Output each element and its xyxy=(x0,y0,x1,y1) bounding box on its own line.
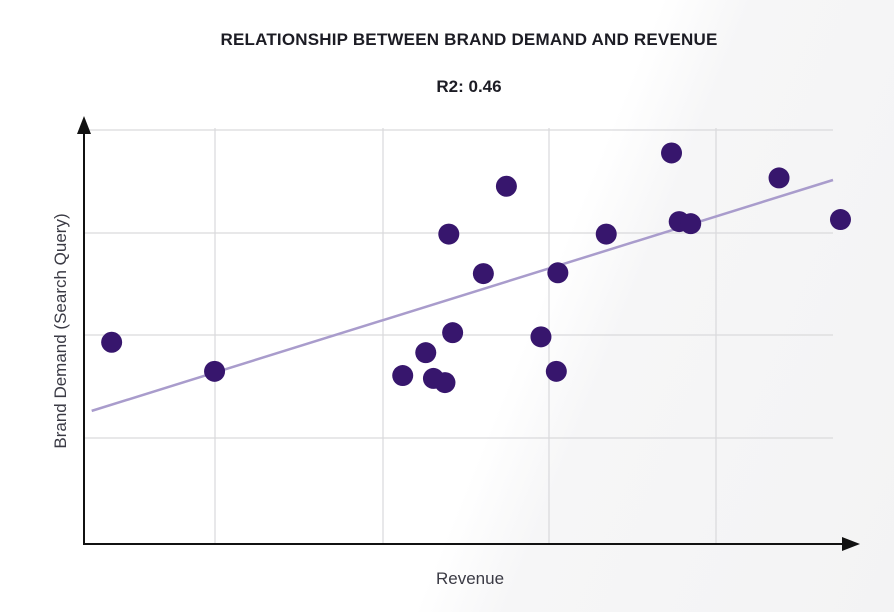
data-point xyxy=(768,167,790,189)
data-point xyxy=(442,322,464,344)
trend-line xyxy=(91,178,834,413)
data-point xyxy=(661,142,683,164)
data-point xyxy=(101,331,123,353)
data-point xyxy=(472,263,494,285)
data-point xyxy=(438,223,460,245)
chart-title: RELATIONSHIP BETWEEN BRAND DEMAND AND RE… xyxy=(220,30,718,49)
axes xyxy=(77,116,860,551)
data-point xyxy=(204,360,226,382)
data-point xyxy=(547,262,569,284)
data-point xyxy=(680,213,702,235)
x-axis-arrow xyxy=(842,537,860,551)
chart-subtitle: R2: 0.46 xyxy=(436,77,502,96)
data-point xyxy=(595,223,617,245)
data-point xyxy=(434,372,456,394)
data-point xyxy=(545,360,567,382)
data-point xyxy=(415,342,437,364)
y-axis-label: Brand Demand (Search Query) xyxy=(51,213,70,448)
x-axis-label: Revenue xyxy=(436,569,504,588)
data-point xyxy=(530,326,552,348)
y-axis-arrow xyxy=(77,116,91,134)
data-point xyxy=(495,175,517,197)
data-point xyxy=(829,209,851,231)
data-points xyxy=(101,142,851,394)
data-point xyxy=(392,365,414,387)
